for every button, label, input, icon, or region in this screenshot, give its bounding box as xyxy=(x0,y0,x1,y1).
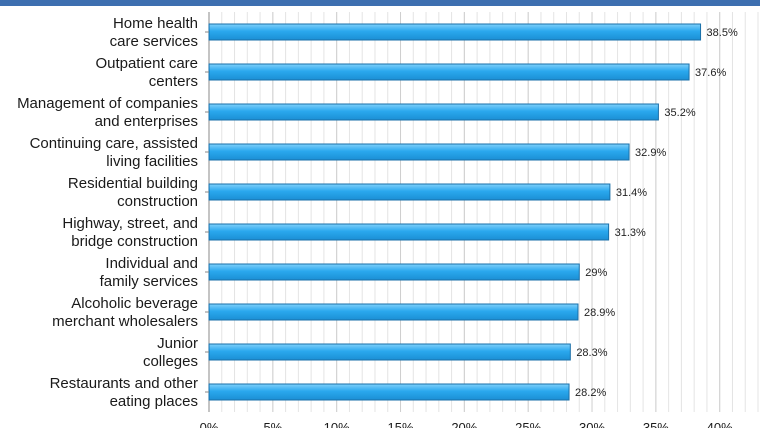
data-label: 32.9% xyxy=(635,147,666,159)
bar xyxy=(208,183,611,201)
bar xyxy=(208,223,610,241)
bar xyxy=(208,343,571,361)
bar xyxy=(208,303,579,321)
bar xyxy=(208,63,690,81)
category-label: Management of companies xyxy=(17,95,198,112)
category-label: Continuing care, assisted xyxy=(30,135,198,152)
category-label: Individual and xyxy=(105,255,198,272)
category-label: eating places xyxy=(110,393,198,410)
x-tick-label: 20% xyxy=(451,420,477,428)
x-tick-label: 0% xyxy=(200,420,219,428)
data-label: 38.5% xyxy=(707,27,738,39)
data-label: 31.3% xyxy=(615,227,646,239)
data-label: 31.4% xyxy=(616,187,647,199)
x-tick-label: 10% xyxy=(324,420,350,428)
bar xyxy=(208,23,702,41)
x-tick-label: 5% xyxy=(263,420,282,428)
bar xyxy=(208,103,659,121)
category-label: colleges xyxy=(143,353,198,370)
bar xyxy=(208,143,630,161)
category-label: Highway, street, and xyxy=(62,215,198,232)
data-label: 28.2% xyxy=(575,387,606,399)
x-tick-label: 15% xyxy=(387,420,413,428)
category-label: merchant wholesalers xyxy=(52,313,198,330)
category-label: care services xyxy=(110,33,198,50)
category-label: and enterprises xyxy=(95,113,198,130)
category-label: centers xyxy=(149,73,198,90)
x-tick-label: 25% xyxy=(515,420,541,428)
category-label: Outpatient care xyxy=(95,55,198,72)
category-label: Residential building xyxy=(68,175,198,192)
bar xyxy=(208,263,580,281)
category-label: Home health xyxy=(113,15,198,32)
x-tick-label: 35% xyxy=(643,420,669,428)
data-label: 37.6% xyxy=(695,67,726,79)
category-label: construction xyxy=(117,193,198,210)
x-tick-label: 40% xyxy=(707,420,733,428)
data-label: 35.2% xyxy=(664,107,695,119)
category-label: bridge construction xyxy=(71,233,198,250)
data-label: 29% xyxy=(585,267,607,279)
category-label: living facilities xyxy=(106,153,198,170)
data-label: 28.3% xyxy=(576,347,607,359)
x-tick-label: 30% xyxy=(579,420,605,428)
bar xyxy=(208,383,570,401)
data-label: 28.9% xyxy=(584,307,615,319)
category-label: family services xyxy=(100,273,198,290)
category-label: Junior xyxy=(157,335,198,352)
category-label: Alcoholic beverage xyxy=(71,295,198,312)
category-label: Restaurants and other xyxy=(50,375,198,392)
header-bar xyxy=(0,0,760,6)
